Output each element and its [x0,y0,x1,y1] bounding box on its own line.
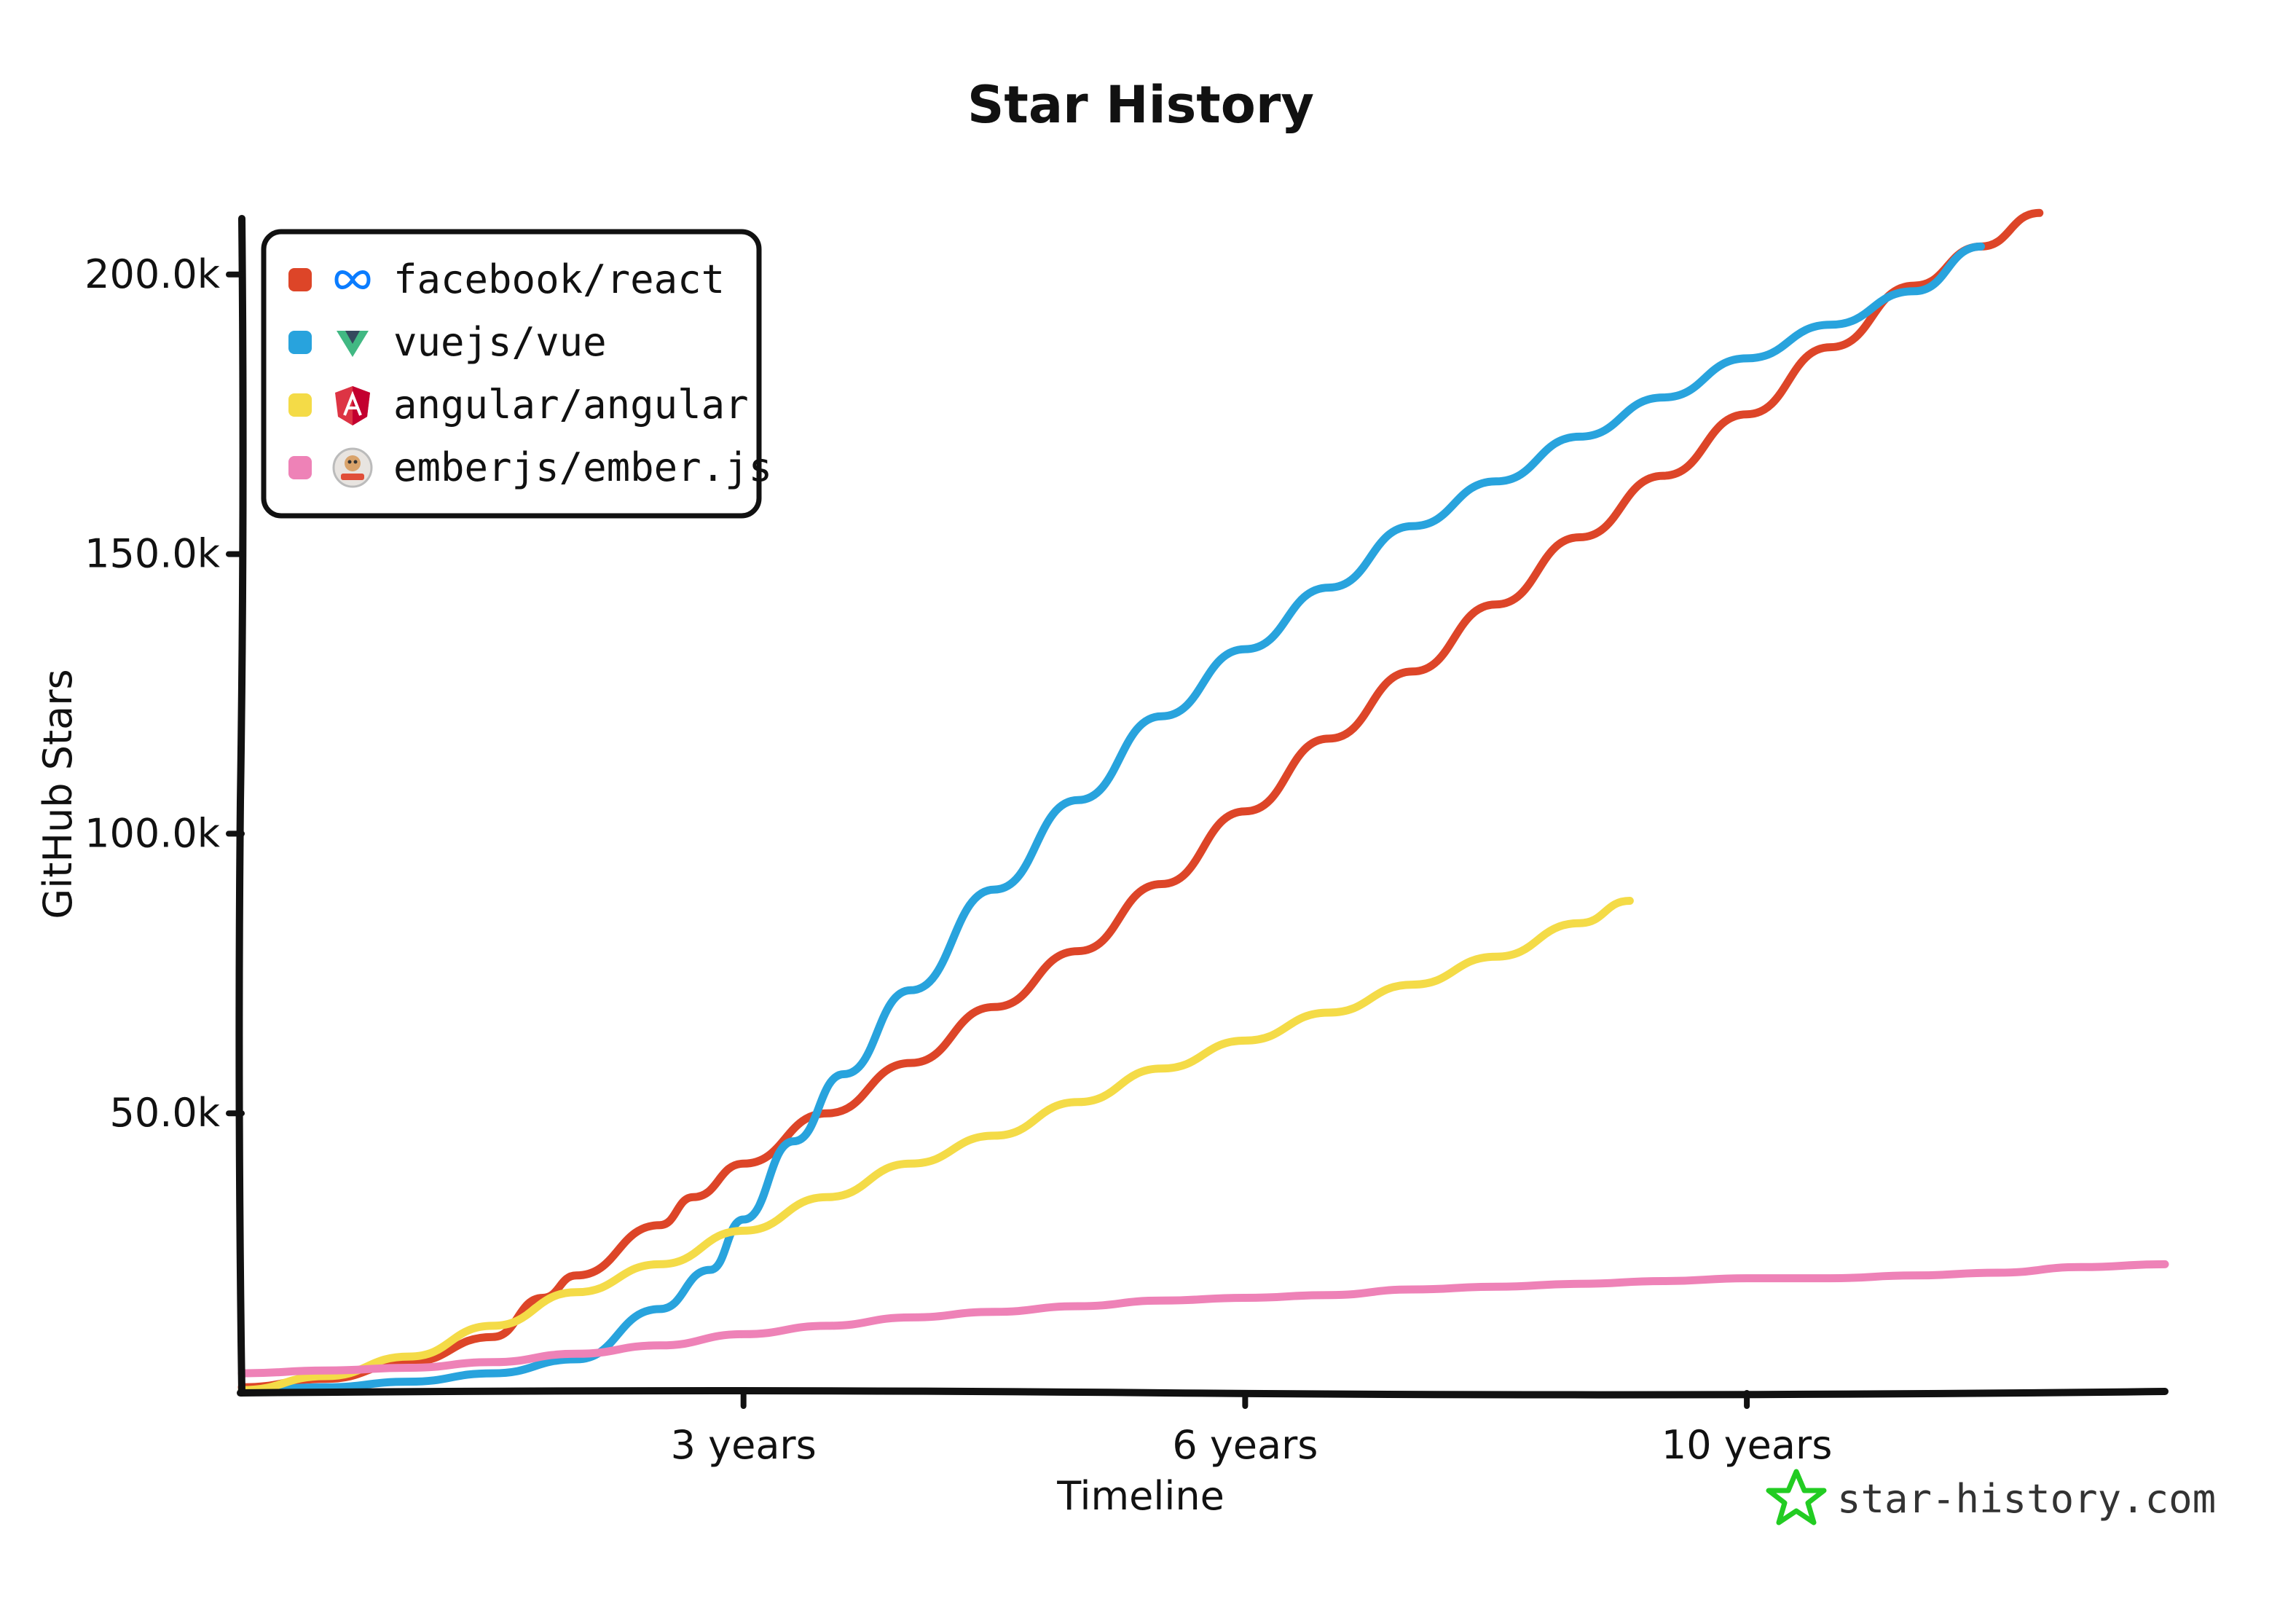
x-tick-label-2: 10 years [1662,1422,1832,1468]
axes-layer [235,215,2169,1399]
ember-icon [332,447,373,488]
chart-title: Star History [967,75,1314,135]
legend-box [261,229,762,519]
legend: facebook/react vuejs/vue angular/angular em… [261,229,772,519]
legend-label-1: vuejs/vue [393,319,607,365]
y-axis-line [235,215,247,1397]
x-tick-label-1: 6 years [1172,1422,1318,1468]
legend-swatch-0 [288,268,312,291]
legend-item-1: vuejs/vue [288,319,607,365]
legend-item-2: angular/angular [288,382,749,428]
legend-item-3: emberjs/ember.js [288,444,772,490]
x-axis-title: Timeline [1056,1473,1224,1519]
series-line-2 [237,897,1634,1394]
y-ticks-layer: 50.0k 100.0k 150.0k 200.0k [84,251,245,1136]
series-layer [237,208,2169,1394]
legend-label-2: angular/angular [393,382,749,428]
series-line-3 [237,1260,2169,1378]
legend-swatch-3 [288,456,312,479]
legend-item-0: facebook/react [288,256,725,302]
y-axis-title: GitHub Stars [35,669,81,919]
star-logo-icon [1766,1469,1827,1525]
x-tick-label-0: 3 years [671,1422,817,1468]
meta-icon [334,270,371,289]
watermark: star-history.com [1766,1469,2216,1525]
y-tick-label-0: 50.0k [109,1090,220,1136]
x-axis-line [237,1387,2169,1399]
vue-icon [337,331,369,357]
y-tick-label-1: 100.0k [84,810,221,856]
legend-swatch-2 [288,393,312,417]
legend-swatch-1 [288,331,312,354]
watermark-text: star-history.com [1837,1476,2216,1522]
y-tick-label-3: 200.0k [84,251,221,297]
series-line-0 [237,208,2044,1391]
watermark-star-shape [1766,1469,1827,1525]
x-ticks-layer: 3 years 6 years 10 years [671,1390,1832,1468]
angular-icon [335,386,370,425]
legend-label-3: emberjs/ember.js [393,444,772,490]
y-tick-label-2: 150.0k [84,531,221,577]
legend-items: facebook/react vuejs/vue angular/angular em… [288,256,772,490]
legend-label-0: facebook/react [393,256,725,302]
